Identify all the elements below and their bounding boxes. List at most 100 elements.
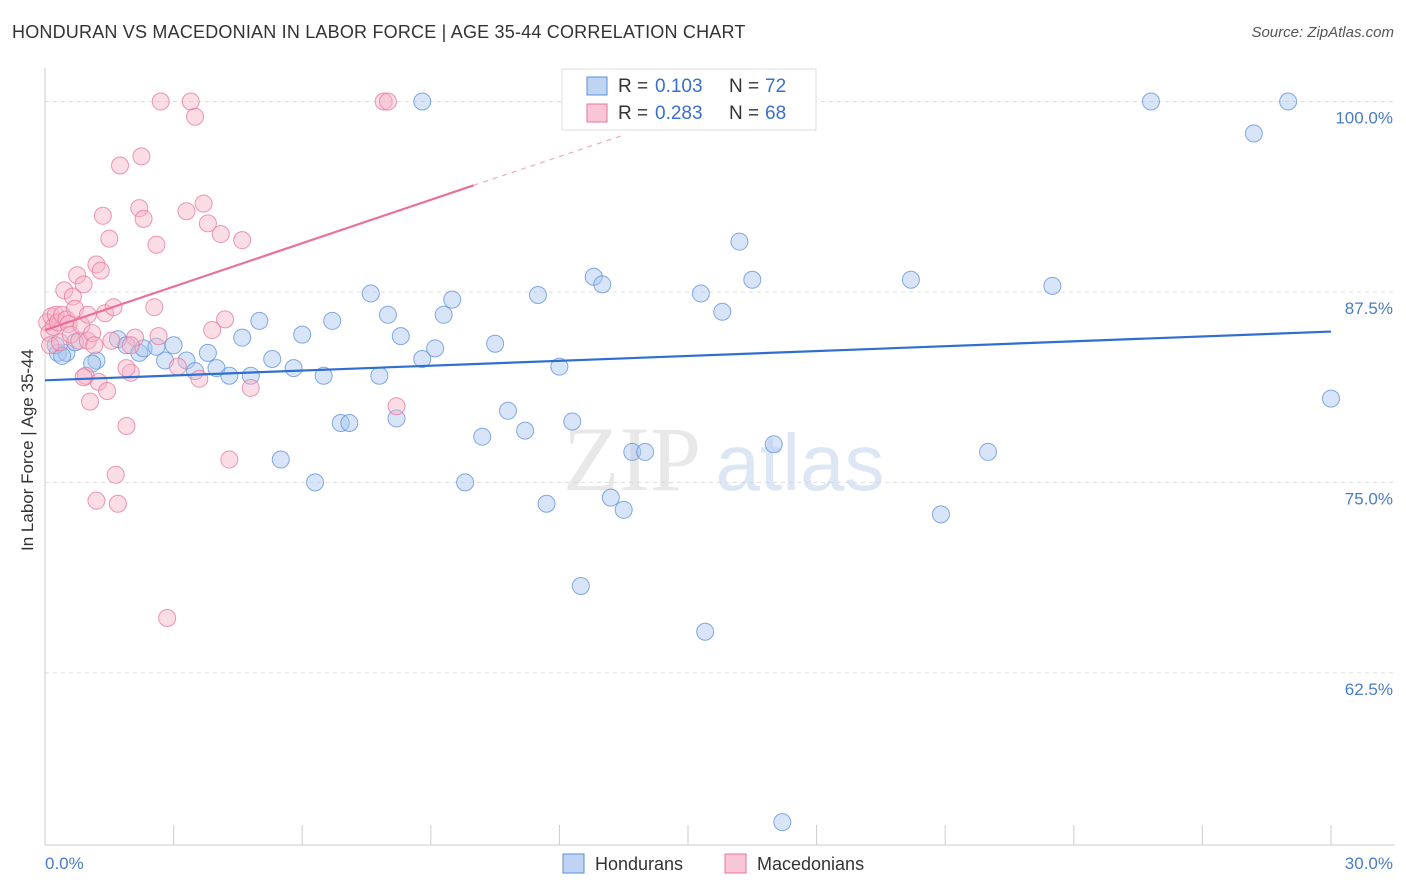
data-point <box>198 343 217 362</box>
data-point <box>198 214 217 233</box>
data-point <box>1244 124 1263 143</box>
data-point <box>41 336 60 355</box>
y-tick-label: 87.5% <box>1345 299 1393 318</box>
data-point <box>636 442 655 461</box>
data-point <box>271 450 290 469</box>
data-point <box>203 321 222 340</box>
data-point <box>186 107 205 126</box>
data-point <box>314 366 333 385</box>
bottom-legend-swatch <box>562 853 585 874</box>
data-point <box>102 331 121 350</box>
data-point <box>434 305 453 324</box>
data-point <box>233 328 252 347</box>
data-point <box>773 813 792 832</box>
watermark: ZIP atlas <box>563 408 884 510</box>
data-point <box>93 206 112 225</box>
data-point <box>85 336 104 355</box>
data-point <box>100 229 119 248</box>
data-point <box>145 298 164 317</box>
series-hondurans <box>46 92 1340 832</box>
data-point <box>1043 276 1062 295</box>
data-point <box>46 305 65 324</box>
data-point <box>91 261 110 280</box>
y-tick-label: 62.5% <box>1345 680 1393 699</box>
x-tick-label: 0.0% <box>45 854 84 873</box>
data-point <box>614 500 633 519</box>
data-point <box>378 305 397 324</box>
data-point <box>108 494 127 513</box>
data-point <box>340 413 359 432</box>
data-point <box>361 284 380 303</box>
data-point <box>74 368 93 387</box>
y-tick-label: 100.0% <box>1335 109 1393 128</box>
series-macedonians <box>38 92 406 627</box>
legend-r-value: 0.283 <box>655 103 703 124</box>
bottom-legend: Hondurans Macedonians <box>562 853 864 874</box>
data-point <box>132 147 151 166</box>
trend-layer <box>44 134 1332 382</box>
data-point <box>147 337 166 356</box>
data-point <box>979 442 998 461</box>
data-point <box>528 286 547 305</box>
data-point <box>696 622 715 641</box>
legend: R = 0.103 N = 72 R = 0.283 N = 68 <box>561 68 817 131</box>
data-point <box>151 92 170 111</box>
data-point <box>571 577 590 595</box>
data-point <box>111 156 130 175</box>
legend-n-label: N = <box>729 103 759 124</box>
data-point <box>87 491 106 510</box>
data-point <box>378 92 397 111</box>
bottom-legend-label: Hondurans <box>595 854 683 874</box>
data-point <box>387 397 406 416</box>
data-point <box>623 442 642 461</box>
data-point <box>931 505 950 524</box>
data-point <box>74 275 93 294</box>
data-point <box>387 409 406 428</box>
data-point <box>516 421 535 440</box>
legend-n-label: N = <box>729 76 759 97</box>
legend-r-label: R = <box>618 103 648 124</box>
data-point <box>51 333 70 352</box>
data-point <box>426 339 445 358</box>
data-point <box>220 366 239 385</box>
data-point <box>190 369 209 388</box>
data-point <box>130 199 149 218</box>
data-point <box>473 427 492 446</box>
data-point <box>241 378 260 397</box>
bottom-legend-label: Macedonians <box>757 854 864 874</box>
data-point <box>730 232 749 251</box>
x-tick-label: 30.0% <box>1345 854 1393 873</box>
legend-n-value: 72 <box>765 76 786 97</box>
data-point <box>168 357 187 376</box>
data-point <box>250 311 269 330</box>
data-point <box>220 450 239 469</box>
data-point <box>121 336 140 355</box>
trend-line-extension <box>473 134 624 186</box>
trend-line-hondurans <box>44 330 1332 382</box>
data-point <box>413 92 432 111</box>
data-point <box>1141 92 1160 111</box>
data-point <box>134 209 153 228</box>
data-point <box>593 275 612 294</box>
data-point <box>98 381 117 400</box>
watermark-zip: ZIP <box>563 408 701 510</box>
data-point <box>106 465 125 484</box>
data-point <box>370 366 389 385</box>
data-point <box>306 473 325 492</box>
data-point <box>563 412 582 431</box>
data-point <box>1279 92 1298 111</box>
data-point <box>374 92 393 111</box>
legend-n-value: 68 <box>765 103 786 124</box>
data-point <box>149 327 168 346</box>
watermark-atlas: atlas <box>716 418 885 507</box>
data-point <box>498 401 517 420</box>
data-point <box>177 202 196 221</box>
data-point <box>216 310 235 329</box>
data-point <box>194 194 213 213</box>
legend-r-label: R = <box>618 76 648 97</box>
series-layer <box>38 92 1340 832</box>
data-point <box>713 302 732 321</box>
chart-title: HONDURAN VS MACEDONIAN IN LABOR FORCE | … <box>12 22 746 42</box>
data-point <box>901 270 920 289</box>
